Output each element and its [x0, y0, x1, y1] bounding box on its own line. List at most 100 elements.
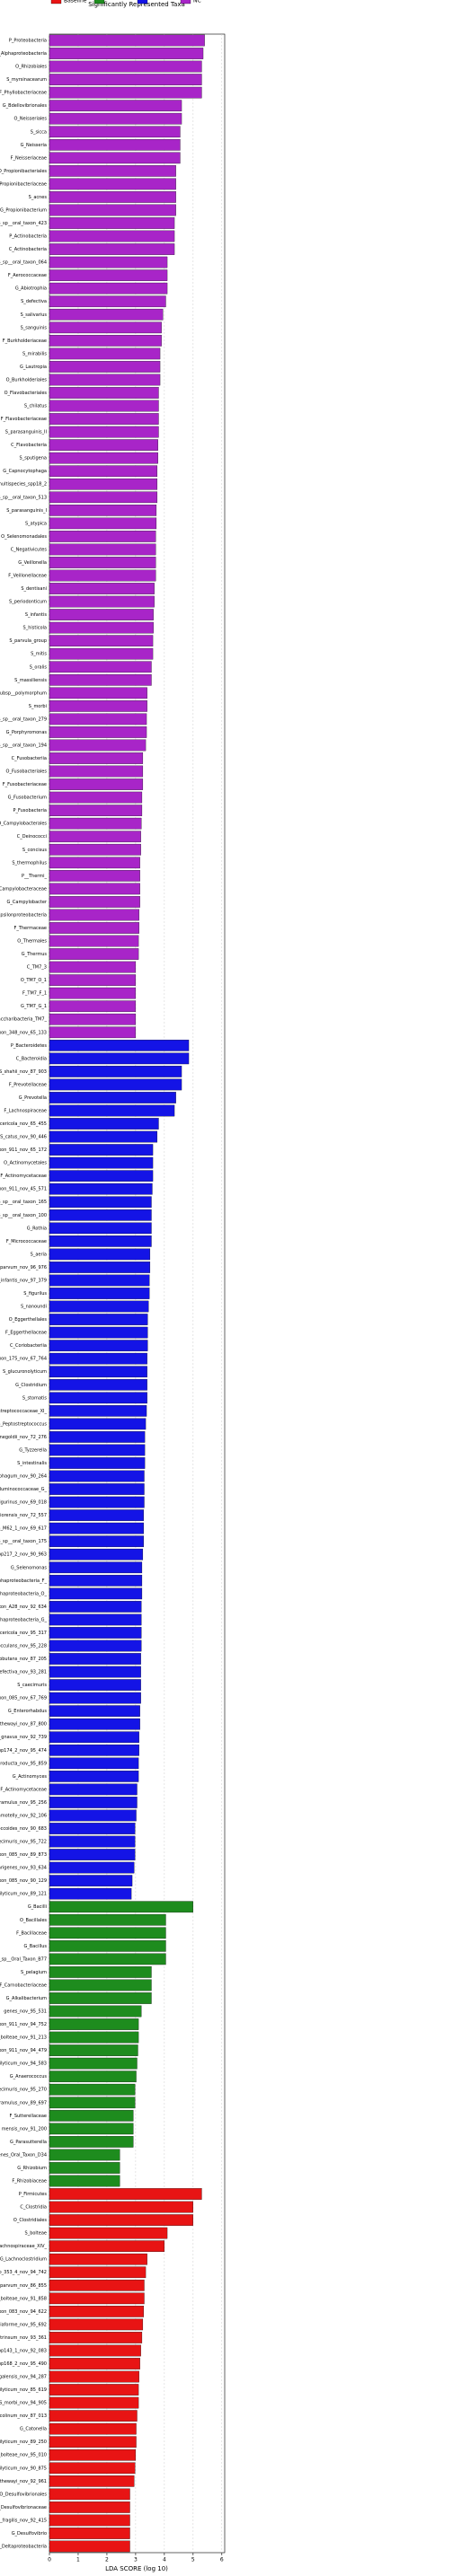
category-label: S_Alphaproteobacteria_G_ [0, 1617, 47, 1622]
bar [49, 138, 181, 151]
bar [49, 609, 154, 620]
bar [49, 1222, 152, 1235]
category-label: S_thermophilus [12, 860, 47, 866]
category-label: F_Actinomycetaceae [0, 1174, 47, 1179]
bar [49, 112, 182, 125]
category-label: ostridiaforme_nov_95_692 [0, 2322, 47, 2327]
category-label: S_gnavus_nov_92_739 [0, 1735, 47, 1740]
category-label: C_TM7_3 [27, 965, 47, 971]
bar [49, 2018, 139, 2030]
bar [49, 1522, 145, 1534]
bar [49, 2358, 140, 2369]
bar [49, 1039, 190, 1051]
bar [49, 2149, 120, 2161]
bar [49, 1757, 139, 1770]
category-label: O_Eggerthellales [9, 1317, 48, 1323]
bar [49, 1104, 175, 1117]
category-label: S_producta_nov_95_859 [0, 1761, 47, 1766]
category-label: F_Aerococcaceae [8, 273, 47, 278]
bar [49, 2214, 193, 2226]
category-label: F_Actinomycetaceae [0, 1787, 47, 1792]
bar [49, 1288, 150, 1299]
category-label: G_Lachnoclostridium [0, 2257, 47, 2263]
bar [49, 204, 176, 216]
category-label: S_stomatis [22, 1395, 48, 1401]
bar [49, 2162, 120, 2174]
bar [49, 165, 176, 177]
bar [49, 2332, 143, 2343]
category-label: P_Firmicutes [19, 2192, 48, 2197]
bar [49, 60, 202, 73]
bar [49, 1783, 138, 1796]
bar [49, 1248, 151, 1261]
bar [49, 569, 156, 582]
bar [49, 857, 140, 869]
bar [49, 2097, 136, 2109]
category-label: S_myrsinacearum [6, 77, 47, 83]
category-label: S_sp__oral_taxon_100 [0, 1213, 47, 1218]
bar [49, 791, 143, 804]
category-label: S_fragilis_nov_92_415 [0, 2518, 47, 2523]
x-tick-label: 0 [48, 2557, 51, 2563]
category-label: F_TM7_F_1 [22, 991, 47, 997]
category-label: ptostreptococcaceae_XI_ [0, 1409, 47, 1414]
category-label: mensis_nov_91_200 [2, 2126, 47, 2132]
category-label: S_sp__Oral_Taxon_B77 [0, 1956, 47, 1962]
bar [49, 374, 161, 386]
x-tick-label: 1 [76, 2557, 80, 2563]
category-label: F_Alphaproteobacteria_O_ [0, 1591, 47, 1596]
bar [49, 465, 158, 478]
category-label: F_Phyllobacteriaceae [0, 91, 47, 96]
category-label: S_atypica [25, 521, 47, 526]
category-label: d_heliorensis_nov_72_557 [0, 1513, 47, 1518]
category-label: anoglobutans_nov_87_205 [0, 1657, 47, 1662]
bar [49, 752, 144, 764]
bar [49, 1118, 159, 1130]
bar [49, 48, 204, 59]
bar [49, 1718, 140, 1730]
category-label: _spp143_1_nov_92_083 [0, 2348, 47, 2353]
category-label: O_Flavobacteriales [4, 391, 48, 396]
category-label: S_salivarius [21, 312, 48, 318]
category-label: S_intestinalis [17, 1461, 47, 1466]
category-label: C_Deinococci [17, 834, 47, 840]
bar [49, 831, 141, 843]
category-label: F_Lachnospiraceae_XIV_ [0, 2244, 47, 2249]
bar [49, 491, 158, 504]
bar [49, 595, 155, 608]
category-label: C_Coriobacteriia [10, 1343, 47, 1349]
bar [49, 765, 144, 778]
category-label: S_parvum_nov_96_976 [0, 1265, 47, 1270]
bar [49, 178, 176, 190]
category-label: S_massiliensis [14, 678, 47, 683]
category-label: C_Negativicutes [11, 547, 48, 552]
bar [49, 1705, 140, 1717]
category-label: _oral_taxon_911_nov_94_479 [0, 2048, 47, 2053]
bar [49, 635, 154, 647]
bar [49, 531, 156, 542]
category-label: G_Rhizobium [17, 2166, 47, 2171]
x-tick-label: 5 [191, 2557, 195, 2563]
bar [49, 673, 152, 686]
category-label: G_Rothia [27, 1226, 47, 1231]
category-label: S_figurinus_nov_69_018 [0, 1500, 47, 1506]
category-label: G_Porphyromonas [6, 730, 48, 735]
category-label: S_bolteae_nov_91_858 [0, 2296, 47, 2301]
bar [49, 2083, 136, 2096]
bar [49, 961, 137, 973]
category-label: O_Burkholderiales [6, 377, 48, 382]
category-label: S_concisus [22, 848, 48, 853]
bar [49, 661, 152, 673]
bar [49, 295, 166, 308]
category-label: F_Fusobacteriaceae [3, 782, 47, 787]
category-label: S_pelagium [21, 1970, 47, 1975]
bar [49, 1378, 147, 1391]
bar [49, 1000, 137, 1013]
category-label: onchanilyticum_nov_90_875 [0, 2466, 47, 2471]
category-label: S_sp__oral_taxon_513 [0, 495, 47, 500]
category-label: onchanilyticum_nov_94_583 [0, 2062, 47, 2067]
category-label: _oral_taxon_911_nov_45_571 [0, 1187, 47, 1192]
category-label: F_Bacillaceae [16, 1930, 47, 1936]
category-label: O_Campylobacterales [0, 822, 47, 827]
